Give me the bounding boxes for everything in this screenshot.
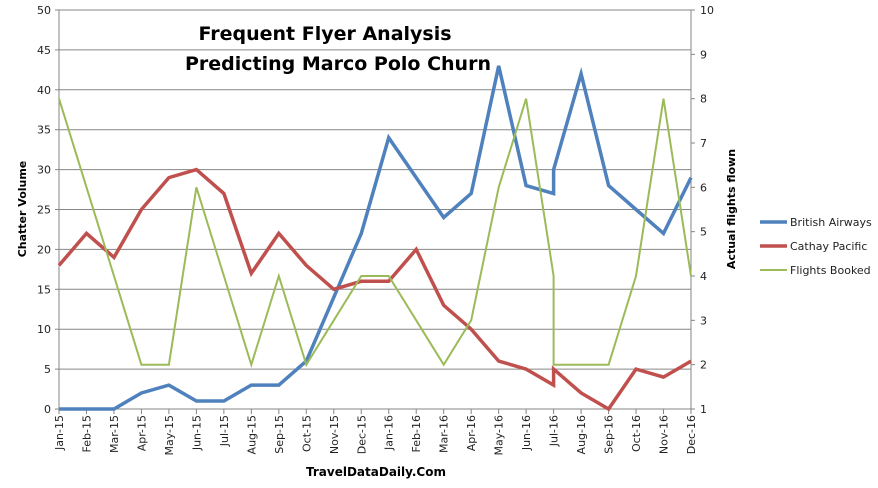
chart-subtitle: Predicting Marco Polo Churn [185,53,491,75]
x-tick-label: Jan-16 [383,415,396,451]
x-tick-label: Oct-15 [300,415,313,452]
left-axis-ticks: 0 5 10 15 20 25 30 35 40 45 50 [37,4,59,416]
right-tick-label: 10 [700,4,714,17]
series-line-cathay-pacific [57,167,692,412]
x-tick-label: Jul-15 [218,415,231,447]
left-tick-label: 25 [37,204,51,217]
left-tick-label: 35 [37,124,51,137]
series-lines [57,65,693,412]
legend-label-flights-booked: Flights Booked [790,264,871,277]
x-tick-label: Apr-15 [135,415,148,451]
right-tick-label: 6 [700,181,707,194]
x-tick-label: Jun-16 [520,415,533,451]
left-tick-label: 0 [44,403,51,416]
left-tick-label: 40 [37,84,51,97]
x-tick-label: Jun-15 [190,415,203,451]
left-tick-label: 5 [44,363,51,376]
x-tick-label: Aug-16 [575,415,588,454]
right-tick-label: 4 [700,270,707,283]
x-tick-label: Nov-16 [658,415,671,454]
x-tick-label: Mar-15 [108,415,121,453]
x-tick-label: Jul-16 [548,415,561,447]
left-tick-label: 45 [37,44,51,57]
left-tick-label: 20 [37,243,51,256]
right-axis-title: Actual flights flown [725,149,738,269]
right-tick-label: 8 [700,93,707,106]
left-tick-label: 10 [37,323,51,336]
right-tick-label: 5 [700,226,707,239]
gridlines [59,9,691,370]
x-tick-label: Nov-15 [328,415,341,454]
x-tick-label: Feb-15 [80,415,93,452]
x-tick-label: May-15 [163,415,176,456]
x-tick-label: Jan-15 [53,415,66,451]
left-tick-label: 30 [37,164,51,177]
x-tick-label: Dec-15 [355,415,368,454]
x-tick-label: Sep-16 [603,415,616,454]
right-tick-label: 7 [700,137,707,150]
left-tick-label: 50 [37,4,51,17]
right-tick-label: 3 [700,314,707,327]
x-tick-label: Dec-16 [685,415,698,454]
series-line-flights-booked [58,98,692,369]
x-tick-label: May-16 [493,415,506,456]
x-axis-ticks: Jan-15 Feb-15 Mar-15 Apr-15 May-15 Jun-15 Jul-… [53,409,698,456]
x-tick-label: Aug-15 [245,415,258,454]
x-tick-label: Oct-16 [630,415,643,452]
right-tick-label: 2 [700,359,707,372]
x-tick-label: Sep-15 [273,415,286,454]
x-tick-label: Mar-16 [438,415,451,453]
footer-source: TravelDataDaily.Com [306,465,446,479]
legend: British Airways Cathay Pacific Flights Boo… [760,216,872,277]
right-tick-label: 1 [700,403,707,416]
left-tick-label: 15 [37,283,51,296]
right-tick-label: 9 [700,48,707,61]
legend-label-cathay-pacific: Cathay Pacific [790,240,867,253]
x-tick-label: Feb-16 [410,415,423,452]
right-axis-ticks: 1 2 3 4 5 6 7 8 9 10 [691,4,714,416]
series-line-british-airways [59,65,693,411]
legend-label-british-airways: British Airways [790,216,872,229]
left-axis-title: Chatter Volume [16,161,29,258]
chart-title: Frequent Flyer Analysis [198,23,451,45]
x-tick-label: Apr-16 [465,415,478,451]
